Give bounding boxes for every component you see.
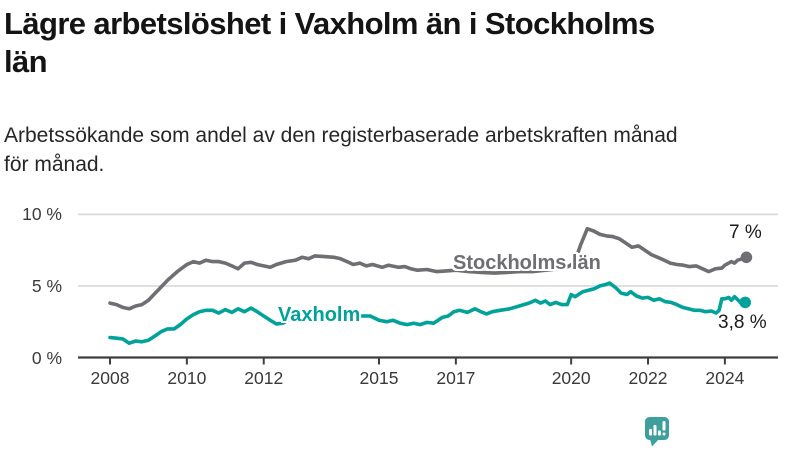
y-axis-tick-label: 5 %	[31, 275, 62, 296]
x-axis-tick-label: 2012	[244, 368, 284, 388]
x-axis-tick-label: 2010	[167, 368, 207, 388]
series-label-stockholms-lan: Stockholms län	[453, 252, 601, 274]
x-axis-tick-label: 2022	[628, 368, 668, 388]
line-chart	[78, 213, 778, 365]
x-axis-tick-label: 2017	[436, 368, 476, 388]
chart-title-line1: Lägre arbetslöshet i Vaxholm än i Stockh…	[4, 6, 655, 41]
chart-title: Lägre arbetslöshet i Vaxholm än i Stockh…	[4, 5, 796, 81]
end-value-label-vaxholm: 3,8 %	[718, 312, 767, 333]
x-axis-tick-label: 2015	[359, 368, 399, 388]
series-label-vaxholm: Vaxholm	[278, 304, 361, 326]
x-axis-tick-label: 2020	[551, 368, 591, 388]
x-axis-tick-label: 2024	[705, 368, 745, 388]
chart-subtitle-line1: Arbetssökande som andel av den registerb…	[4, 124, 678, 147]
chart-subtitle: Arbetssökande som andel av den registerb…	[4, 121, 796, 179]
x-axis-tick-label: 2008	[90, 368, 130, 388]
y-axis-tick-label: 0 %	[31, 347, 62, 368]
y-axis-tick-label: 10 %	[22, 204, 62, 225]
chart-subtitle-line2: för månad.	[4, 153, 105, 176]
chart-title-line2: län	[4, 44, 48, 79]
end-value-label-stockholms-lan: 7 %	[729, 222, 762, 243]
newsworthy-logo-icon	[645, 417, 669, 447]
